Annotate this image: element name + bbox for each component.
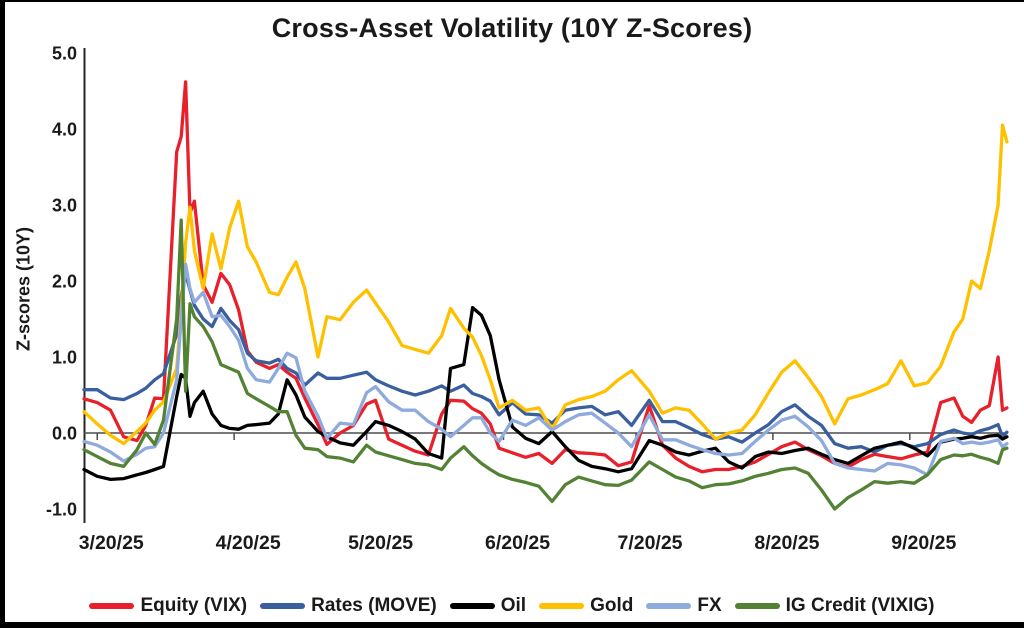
x-tick-label: 7/20/25 [617,532,682,554]
legend-swatch-icon [89,603,135,609]
x-tick-label: 9/20/25 [891,532,956,554]
y-tick-label: -1.0 [46,500,77,520]
x-tick-label: 4/20/25 [216,532,281,554]
top-border [0,0,1024,2]
y-tick-label: 2.0 [52,272,77,292]
legend-item-gold: Gold [539,595,633,617]
y-tick-label: 3.0 [52,196,77,216]
legend-swatch-icon [539,603,585,609]
legend-swatch-icon [646,603,692,609]
legend-label: IG Credit (VIXIG) [785,595,935,616]
left-border [0,0,5,628]
x-tick-label: 3/20/25 [79,532,144,554]
legend-label: Rates (MOVE) [311,595,437,616]
series-line-oil [82,305,1009,482]
legend-swatch-icon [260,603,306,609]
legend-item-oil: Oil [449,595,527,617]
legend: Equity (VIX) Rates (MOVE) Oil Gold FX IG Cred… [0,595,1024,617]
legend-item-ig-credit-vixig: IG Credit (VIXIG) [734,595,935,617]
y-tick-label: 5.0 [52,44,77,64]
series-line-ig-credit-vixig [82,218,1009,511]
legend-swatch-icon [449,603,495,609]
legend-item-fx: FX [646,595,722,617]
series-line-fx [82,262,1009,477]
y-tick-label: 4.0 [52,120,77,140]
legend-label: FX [697,595,722,616]
legend-item-equity-vix: Equity (VIX) [89,595,247,617]
legend-label: Oil [500,595,527,616]
bottom-border [0,622,1024,628]
legend-swatch-icon [734,603,780,609]
series-line-equity-vix [82,80,1009,474]
chart-title: Cross-Asset Volatility (10Y Z-Scores) [271,13,753,43]
x-tick-label: 5/20/25 [348,532,413,554]
y-tick-label: 0.0 [52,424,77,444]
legend-label: Gold [590,595,634,616]
x-tick-label: 8/20/25 [754,532,819,554]
legend-label: Equity (VIX) [140,595,248,616]
legend-item-rates-move: Rates (MOVE) [260,595,437,617]
series-line-gold [82,123,1009,446]
series-line-rates-move [82,271,1009,454]
y-tick-label: 1.0 [52,348,77,368]
x-tick-label: 6/20/25 [485,532,550,554]
